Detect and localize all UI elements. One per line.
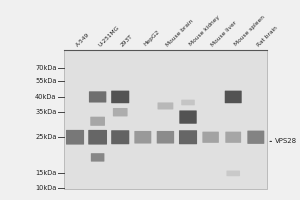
Text: A-549: A-549 bbox=[75, 32, 91, 47]
Text: Mouse kidney: Mouse kidney bbox=[188, 15, 220, 47]
Text: 15kDa: 15kDa bbox=[35, 170, 57, 176]
Text: Rat brain: Rat brain bbox=[256, 25, 278, 47]
FancyBboxPatch shape bbox=[157, 131, 174, 144]
FancyBboxPatch shape bbox=[226, 171, 240, 176]
FancyBboxPatch shape bbox=[111, 91, 129, 103]
Text: Mouse liver: Mouse liver bbox=[211, 20, 238, 47]
Text: 55kDa: 55kDa bbox=[35, 78, 57, 84]
FancyBboxPatch shape bbox=[179, 110, 197, 124]
FancyBboxPatch shape bbox=[225, 132, 241, 143]
Text: 10kDa: 10kDa bbox=[35, 185, 57, 191]
FancyBboxPatch shape bbox=[179, 130, 197, 144]
FancyBboxPatch shape bbox=[88, 130, 107, 145]
FancyBboxPatch shape bbox=[134, 131, 151, 144]
FancyBboxPatch shape bbox=[225, 91, 242, 103]
FancyBboxPatch shape bbox=[202, 132, 219, 143]
FancyBboxPatch shape bbox=[89, 91, 106, 103]
FancyBboxPatch shape bbox=[91, 153, 104, 162]
Text: Mouse spleen: Mouse spleen bbox=[233, 15, 266, 47]
FancyBboxPatch shape bbox=[111, 130, 129, 144]
Bar bbox=[64, 50, 267, 189]
Text: HepG2: HepG2 bbox=[143, 29, 161, 47]
Text: Mouse brain: Mouse brain bbox=[165, 18, 195, 47]
Text: 25kDa: 25kDa bbox=[35, 134, 57, 140]
Text: 70kDa: 70kDa bbox=[35, 65, 57, 71]
FancyBboxPatch shape bbox=[113, 108, 128, 116]
Text: U-251MG: U-251MG bbox=[98, 25, 120, 47]
FancyBboxPatch shape bbox=[181, 100, 195, 105]
FancyBboxPatch shape bbox=[90, 117, 105, 126]
Text: 40kDa: 40kDa bbox=[35, 94, 57, 100]
Text: 35kDa: 35kDa bbox=[35, 109, 57, 115]
Text: VPS28: VPS28 bbox=[275, 138, 297, 144]
FancyBboxPatch shape bbox=[158, 102, 173, 109]
FancyBboxPatch shape bbox=[66, 130, 84, 145]
FancyBboxPatch shape bbox=[247, 131, 264, 144]
Text: 293T: 293T bbox=[120, 33, 134, 47]
